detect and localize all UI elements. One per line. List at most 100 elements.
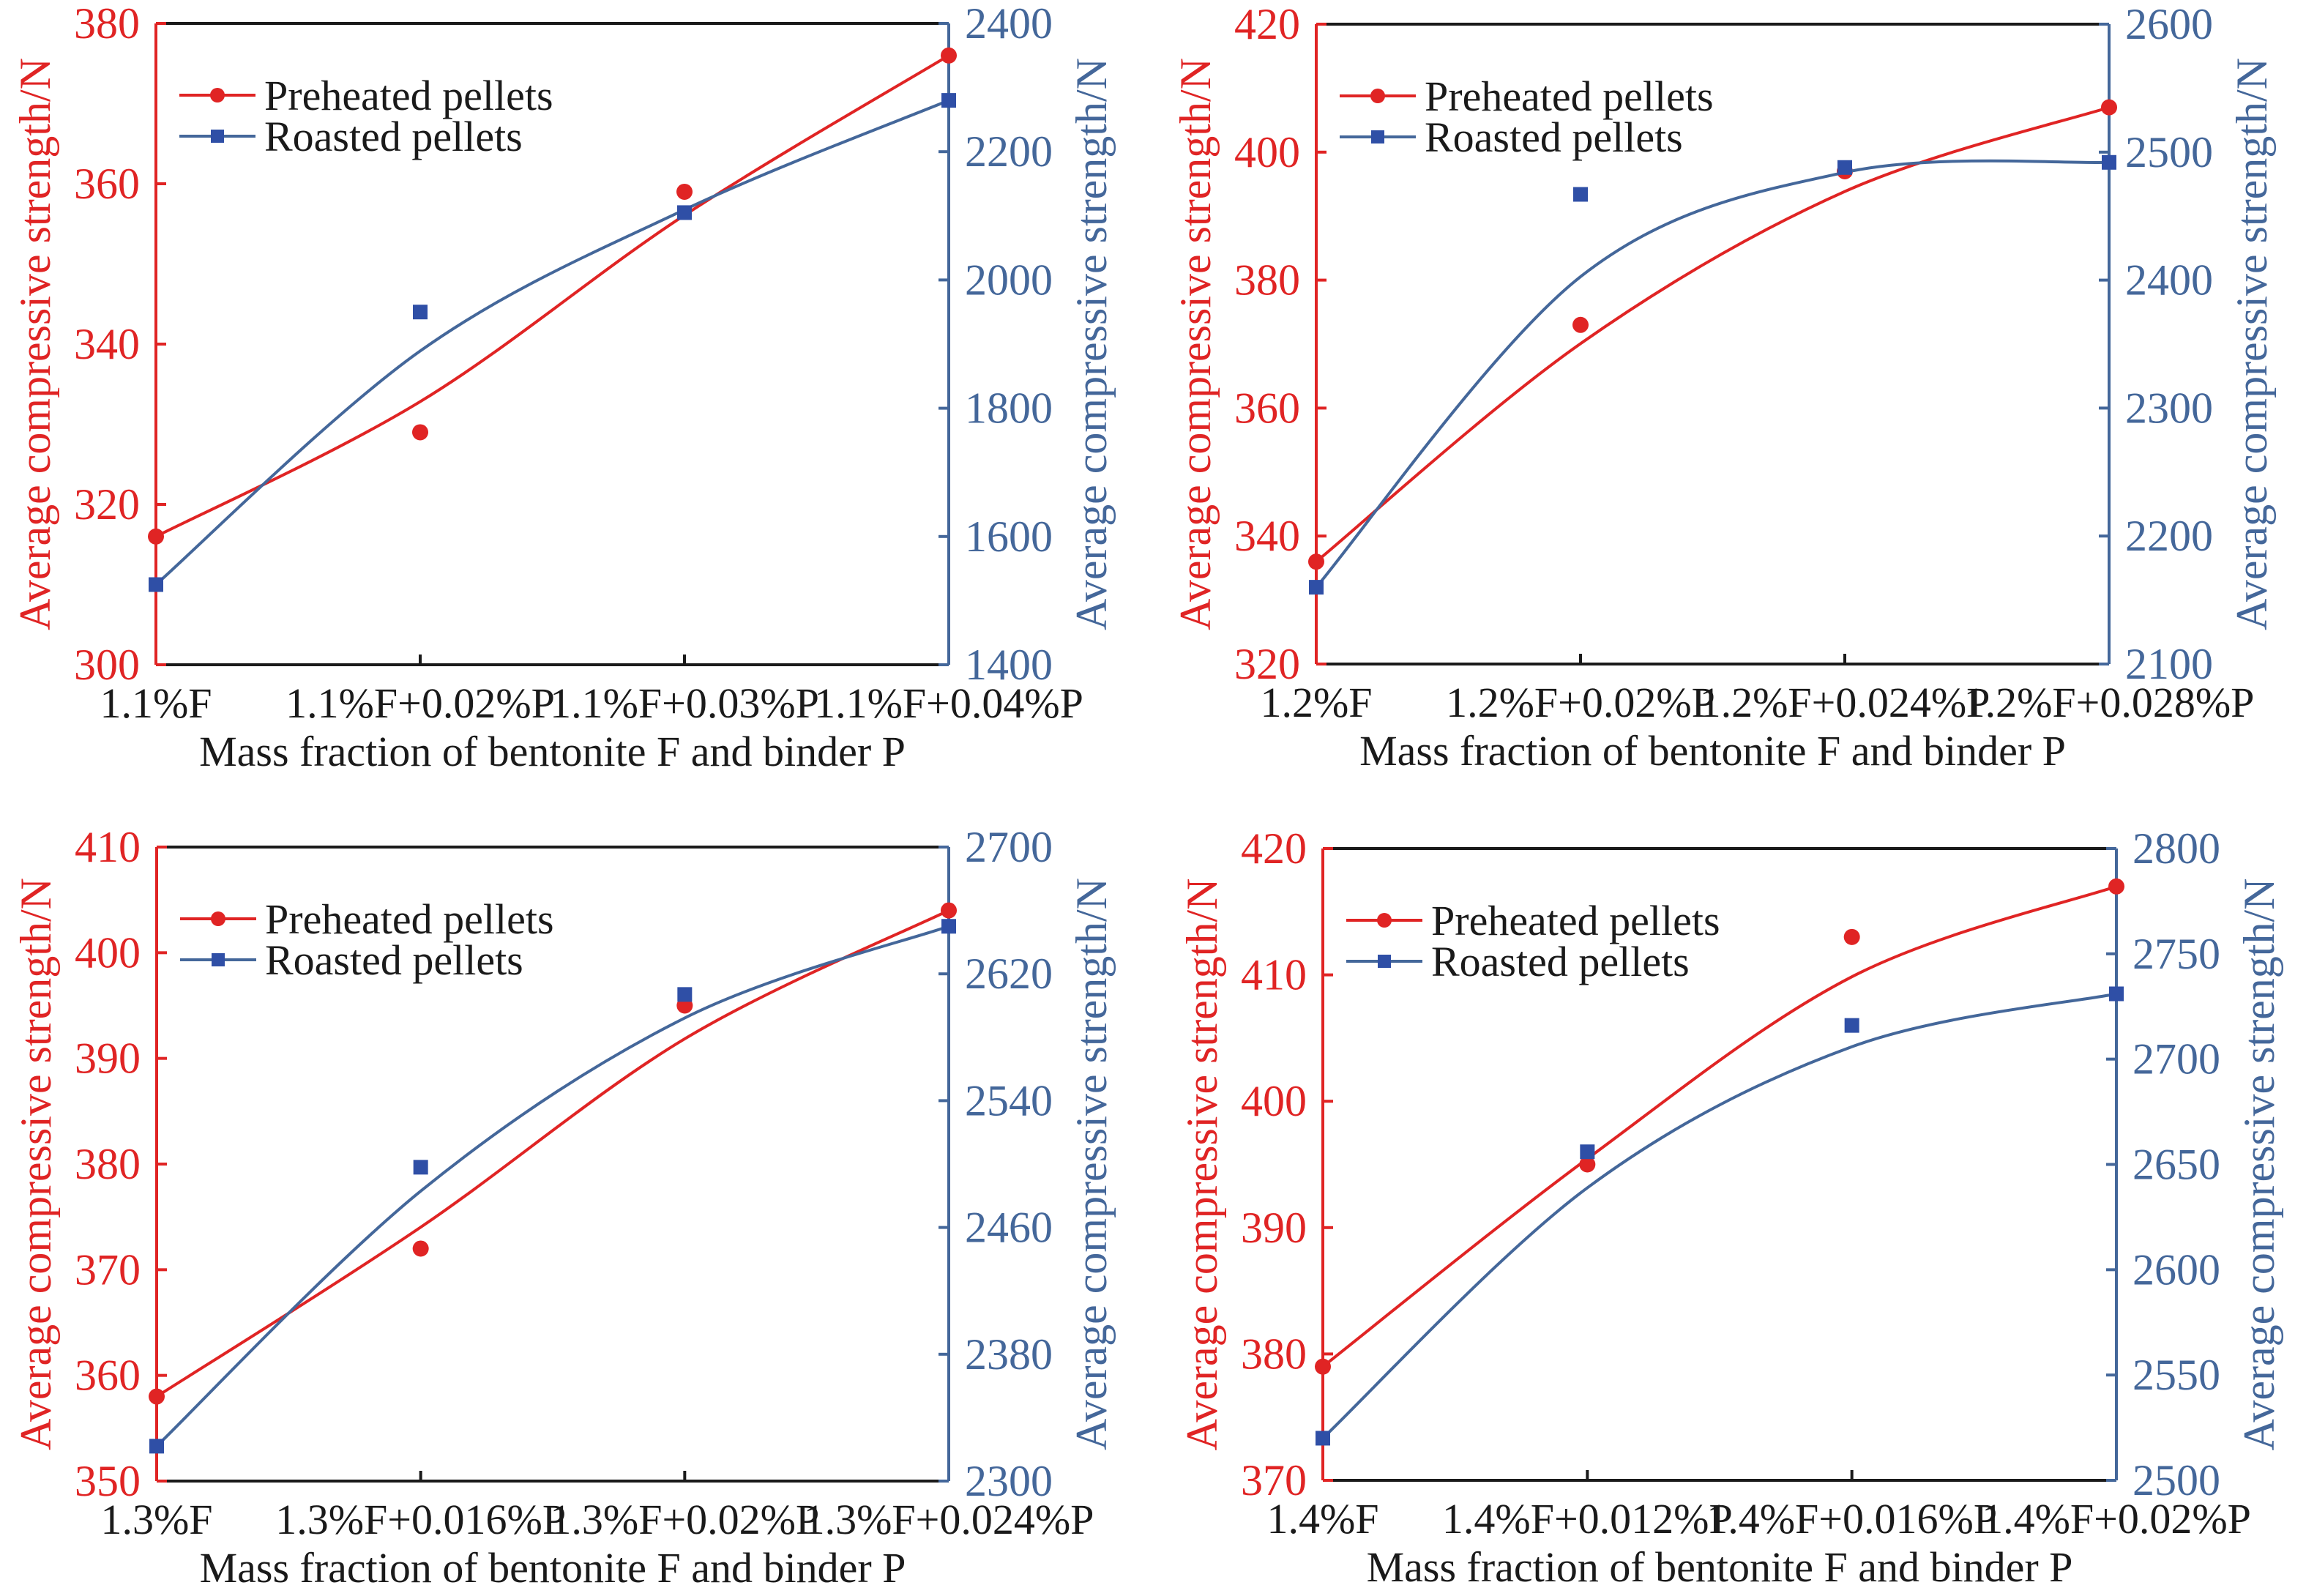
left-tick-label: 370 xyxy=(1241,1456,1307,1504)
data-point xyxy=(149,1439,164,1454)
series-line xyxy=(154,99,949,586)
left-axis-title: Average compressive strength/N xyxy=(1171,58,1220,630)
legend-item-roasted: Roasted pellets xyxy=(180,936,523,984)
x-tick-label: 1.1%F xyxy=(100,679,212,727)
series-preheated xyxy=(149,902,957,1405)
x-tick-label: 1.3%F+0.02%P xyxy=(550,1496,819,1543)
data-point xyxy=(1843,928,1860,945)
data-point xyxy=(2101,99,2117,116)
data-point xyxy=(1844,1018,1859,1033)
legend-item-preheated: Preheated pellets xyxy=(1346,897,1720,944)
data-point xyxy=(941,919,956,934)
legend-item-preheated: Preheated pellets xyxy=(1340,72,1714,120)
left-tick-label: 300 xyxy=(74,641,140,689)
legend-marker-circle xyxy=(210,88,225,102)
legend-marker-square xyxy=(211,130,224,143)
data-point xyxy=(1315,1358,1331,1375)
data-point xyxy=(941,47,957,64)
right-tick-label: 2100 xyxy=(2125,640,2213,688)
x-axis-title: Mass fraction of bentonite F and binder … xyxy=(199,728,906,775)
left-tick-label: 420 xyxy=(1234,0,1300,48)
left-tick-label: 360 xyxy=(75,1351,141,1400)
data-point xyxy=(413,1160,428,1175)
right-axis-title: Average compressive strength/N xyxy=(1067,878,1116,1450)
x-tick-label: 1.3%F+0.016%P xyxy=(275,1496,566,1543)
data-point xyxy=(1308,553,1324,570)
right-tick-label: 2400 xyxy=(2125,256,2213,305)
series-line xyxy=(1315,105,2110,563)
left-tick-label: 390 xyxy=(1241,1204,1307,1252)
data-point xyxy=(148,528,164,545)
left-tick-label: 360 xyxy=(1234,384,1300,432)
right-tick-label: 2700 xyxy=(965,823,1053,871)
left-tick-label: 380 xyxy=(1234,256,1300,305)
x-tick-label: 1.1%F+0.02%P xyxy=(286,679,555,727)
chart-panel-4: 370 380 390 400 410 420 2500 2550 2600 2650 2700 27… xyxy=(1178,824,2283,1591)
right-tick-label: 2200 xyxy=(965,127,1053,176)
data-point xyxy=(941,902,957,919)
series-preheated xyxy=(1315,878,2124,1375)
data-point xyxy=(2108,878,2124,895)
x-axis-title: Mass fraction of bentonite F and binder … xyxy=(1359,727,2066,775)
legend-item-roasted: Roasted pellets xyxy=(1340,113,1683,161)
x-tick-label: 1.4%F+0.02%P xyxy=(1982,1495,2251,1543)
data-point xyxy=(412,424,428,441)
right-axis-title: Average compressive strength/N xyxy=(2235,879,2283,1451)
x-tick-label: 1.2%F+0.02%P xyxy=(1446,679,1715,726)
x-tick-label: 1.2%F xyxy=(1260,679,1372,726)
x-tick-label: 1.4%F xyxy=(1266,1495,1378,1543)
legend-item-preheated: Preheated pellets xyxy=(180,895,554,943)
right-tick-label: 2800 xyxy=(2133,824,2220,873)
left-tick-label: 400 xyxy=(1234,128,1300,176)
series-roasted xyxy=(1309,154,2116,595)
x-tick-label: 1.2%F+0.024%P xyxy=(1700,679,1990,726)
legend-label: Roasted pellets xyxy=(1431,938,1690,985)
left-tick-label: 380 xyxy=(75,1140,141,1188)
legend-marker-square xyxy=(212,953,225,966)
legend-item-roasted: Roasted pellets xyxy=(1346,938,1690,985)
data-point xyxy=(676,183,693,200)
series-preheated xyxy=(148,47,957,545)
right-axis-title: Average compressive strength/N xyxy=(2228,58,2276,630)
left-tick-label: 380 xyxy=(1241,1330,1307,1378)
data-point xyxy=(1309,580,1324,595)
right-tick-label: 2700 xyxy=(2133,1035,2220,1084)
chart-panel-1: 300 320 340 360 380 1400 1600 1800 2000 2200 2400 1… xyxy=(11,0,1116,775)
right-tick-label: 1400 xyxy=(965,641,1053,689)
series-roasted xyxy=(149,93,956,592)
series-line xyxy=(1321,992,2117,1439)
right-axis-title: Average compressive strength/N xyxy=(1067,58,1116,630)
legend-marker-square xyxy=(1378,955,1391,968)
right-tick-label: 2000 xyxy=(965,256,1053,304)
legend-item-roasted: Roasted pellets xyxy=(179,113,523,160)
right-tick-label: 2650 xyxy=(2133,1141,2220,1189)
right-tick-label: 2600 xyxy=(2133,1245,2220,1294)
right-tick-label: 2540 xyxy=(965,1076,1053,1125)
left-tick-label: 400 xyxy=(75,928,141,977)
left-tick-label: 370 xyxy=(75,1245,141,1294)
left-tick-label: 400 xyxy=(1241,1077,1307,1125)
left-tick-label: 390 xyxy=(75,1034,141,1083)
data-point xyxy=(1579,1156,1596,1173)
right-tick-label: 2300 xyxy=(965,1457,1053,1505)
data-point xyxy=(941,93,956,108)
x-tick-label: 1.2%F+0.028%P xyxy=(1964,679,2255,726)
data-point xyxy=(1572,316,1589,333)
data-point xyxy=(677,987,693,1002)
series-line xyxy=(1315,159,2110,589)
legend-label: Roasted pellets xyxy=(265,936,523,984)
legend-label: Preheated pellets xyxy=(265,895,554,943)
chart-panel-3: 350 360 370 380 390 400 410 2300 2380 2460 2540 262… xyxy=(12,823,1116,1592)
data-point xyxy=(413,305,428,320)
legend-marker-circle xyxy=(211,911,225,926)
data-point xyxy=(149,577,163,592)
series-roasted xyxy=(149,919,956,1454)
data-point xyxy=(412,1240,429,1257)
data-point xyxy=(677,205,692,220)
legend-marker-circle xyxy=(1370,89,1385,103)
left-axis-title: Average compressive strength/N xyxy=(1178,879,1226,1451)
data-point xyxy=(1580,1144,1595,1160)
series-line xyxy=(1321,884,2117,1368)
left-tick-label: 320 xyxy=(74,480,140,529)
left-tick-label: 380 xyxy=(74,0,140,48)
